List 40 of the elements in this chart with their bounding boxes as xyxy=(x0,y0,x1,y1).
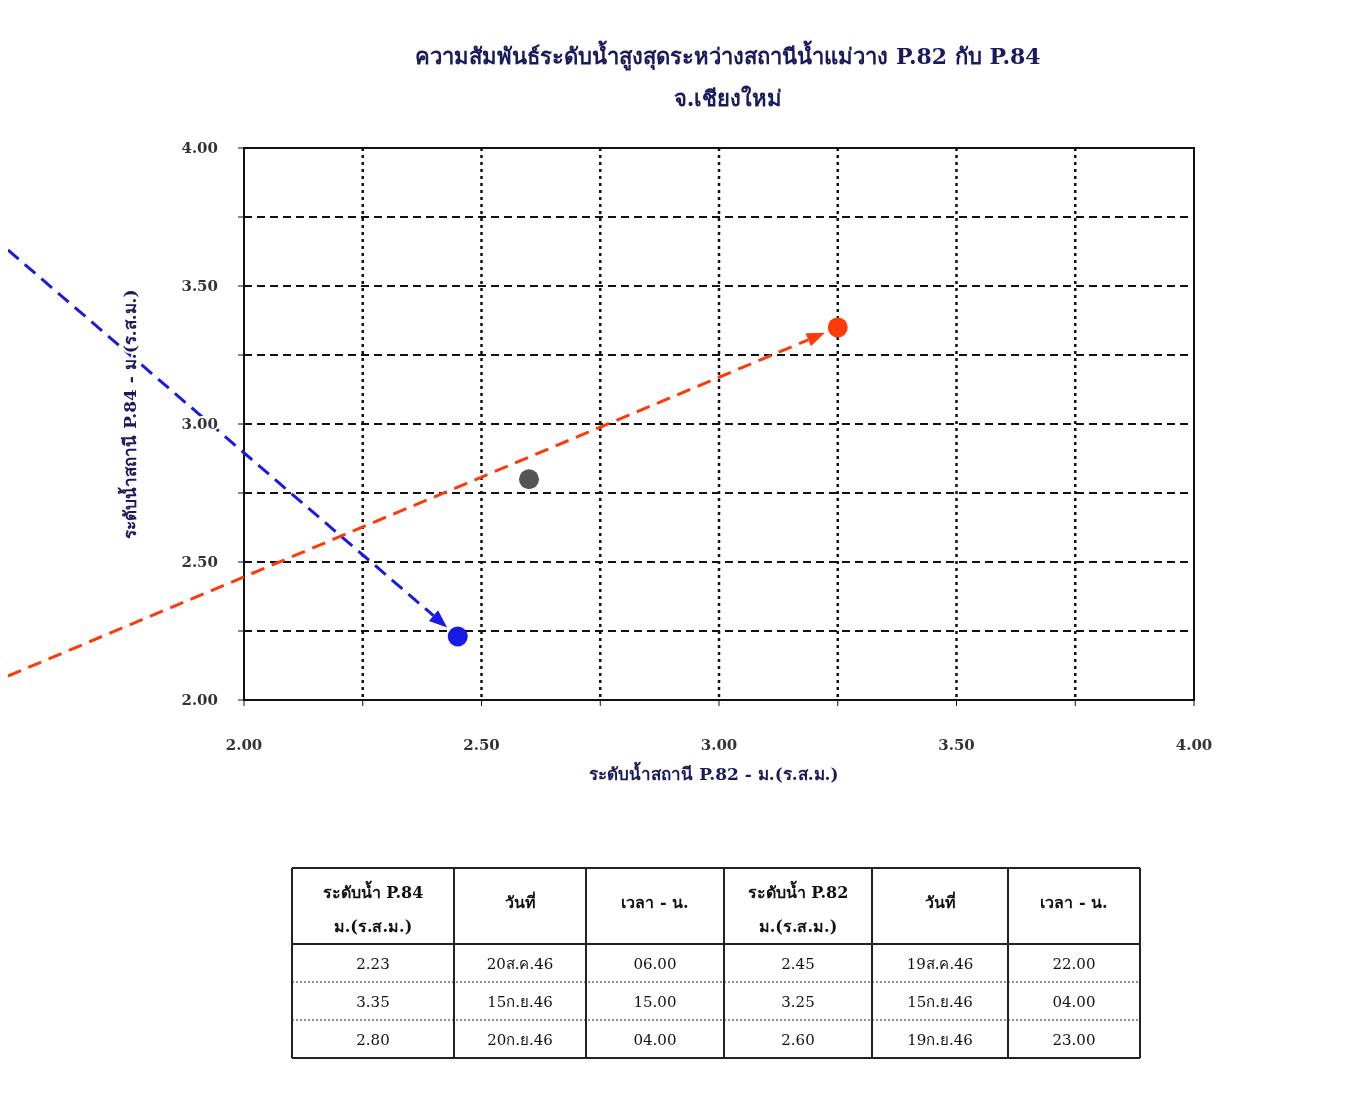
y-axis-title: ระดับน้ำสถานี P.84 - ม.(ร.ส.ม.) xyxy=(117,289,140,539)
point xyxy=(827,317,848,338)
x-tick-label: 4.00 xyxy=(1175,736,1213,754)
text: วันที่ xyxy=(504,891,536,912)
text: 15.00 xyxy=(633,993,677,1011)
text: 04.00 xyxy=(1052,993,1096,1011)
y-tick-label: 2.00 xyxy=(181,691,218,709)
text: 2.60 xyxy=(781,1031,815,1049)
text: 20ก.ย.46 xyxy=(487,1031,553,1049)
text: 2.80 xyxy=(356,1031,390,1049)
text: ระดับน้ำ P.82 ม.(ร.ส.ม.) xyxy=(747,880,849,936)
point xyxy=(519,469,539,490)
text: เวลา - น. xyxy=(621,893,689,912)
x-tick-label: 2.00 xyxy=(225,736,263,754)
y-tick-label: 3.50 xyxy=(181,277,218,295)
text: 19ก.ย.46 xyxy=(907,1031,973,1049)
x-tick-label: 3.50 xyxy=(938,736,975,754)
chart-title: ความสัมพันธ์ระดับน้ำสูงสุดระหว่างสถานีน้ำแม่วาง P.82 กับ P.84 xyxy=(415,40,1041,71)
text: ระดับน้ำ P.84 ม.(ร.ส.ม.) xyxy=(322,880,424,936)
text: 2.23 xyxy=(356,955,390,973)
chart-subtitle: จ.เชียงใหม่ xyxy=(673,85,783,111)
x-tick-label: 2.50 xyxy=(463,736,500,754)
text: 20ส.ค.46 xyxy=(486,955,554,973)
text: 04.00 xyxy=(633,1031,677,1049)
text: 06.00 xyxy=(633,955,677,973)
text: 22.00 xyxy=(1052,955,1096,973)
text: 2.45 xyxy=(781,955,815,973)
text: วันที่ xyxy=(924,891,956,912)
text: 3.25 xyxy=(781,993,815,1011)
text: 15ก.ย.46 xyxy=(487,993,553,1011)
text: 23.00 xyxy=(1052,1031,1096,1049)
x-axis-title: ระดับน้ำสถานี P.82 - ม.(ร.ส.ม.) xyxy=(589,761,839,784)
text: 3.35 xyxy=(356,993,390,1011)
text: 15ก.ย.46 xyxy=(907,993,973,1011)
text: 19ส.ค.46 xyxy=(906,955,974,973)
text: เวลา - น. xyxy=(1040,893,1108,912)
x-tick-label: 3.00 xyxy=(700,736,738,754)
y-tick-label: 2.50 xyxy=(181,553,218,571)
point xyxy=(447,626,468,647)
y-tick-label: 4.00 xyxy=(181,139,218,157)
